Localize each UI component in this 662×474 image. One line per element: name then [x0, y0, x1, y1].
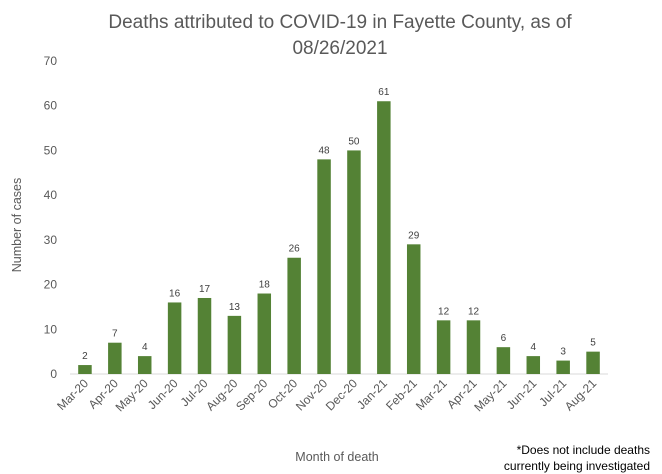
x-tick-label: Aug-21	[562, 376, 599, 413]
x-tick-label: Mar-21	[413, 376, 450, 413]
data-label: 4	[530, 342, 536, 353]
footnote-line-1: *Does not include deaths	[516, 443, 650, 457]
x-tick-label: Jun-20	[145, 376, 181, 412]
bar	[406, 244, 421, 374]
data-label: 12	[468, 306, 480, 317]
data-label: 61	[378, 87, 390, 98]
x-tick-label: Dec-20	[323, 376, 360, 413]
data-label: 17	[199, 284, 211, 295]
y-tick-label: 0	[50, 367, 57, 381]
y-tick-label: 40	[44, 188, 58, 202]
chart-title-line-2: 08/26/2021	[292, 38, 388, 59]
bar	[227, 315, 242, 374]
x-tick-label: Aug-20	[203, 376, 240, 413]
x-tick-label: Mar-20	[54, 376, 91, 413]
bar	[197, 297, 212, 374]
bar	[317, 159, 331, 374]
data-label: 6	[501, 333, 507, 344]
bar	[377, 101, 391, 374]
x-tick-label: May-21	[471, 376, 509, 414]
y-tick-label: 20	[44, 278, 58, 292]
x-tick-label: Sep-20	[233, 376, 270, 413]
y-axis-label: Number of cases	[10, 177, 24, 273]
bar	[108, 342, 122, 374]
bar	[436, 320, 451, 374]
footnote-line-2: currently being investigated	[503, 459, 650, 473]
bar	[586, 351, 600, 374]
data-label: 26	[289, 244, 301, 255]
bar	[496, 347, 511, 374]
data-label: 5	[590, 338, 596, 349]
chart-title-line-1: Deaths attributed to COVID-19 in Fayette…	[108, 12, 572, 33]
y-tick-label: 70	[44, 54, 58, 68]
x-tick-label: May-20	[113, 376, 151, 414]
bar	[556, 360, 570, 374]
bar	[526, 356, 541, 374]
x-axis-label: Month of death	[295, 450, 379, 464]
data-label: 3	[560, 347, 566, 358]
y-tick-label: 60	[44, 99, 58, 113]
x-tick-label: Nov-20	[293, 376, 330, 413]
data-label: 16	[169, 288, 181, 299]
y-tick-label: 50	[44, 143, 58, 157]
data-label: 4	[142, 342, 148, 353]
data-label: 48	[318, 145, 330, 156]
bar	[78, 365, 92, 374]
x-tick-label: Feb-21	[383, 376, 420, 413]
bar	[137, 356, 152, 374]
x-tick-label: Jan-21	[354, 376, 390, 412]
data-label: 18	[259, 280, 271, 291]
data-label: 2	[82, 351, 88, 362]
data-label: 7	[112, 329, 118, 340]
data-label: 50	[348, 136, 360, 147]
bar	[287, 257, 301, 374]
bar	[167, 302, 182, 374]
x-tick-label: Jun-21	[504, 376, 540, 412]
bar	[466, 320, 481, 374]
bar	[347, 150, 361, 374]
y-tick-label: 30	[44, 233, 58, 247]
data-label: 13	[229, 302, 241, 313]
bar	[257, 293, 272, 374]
y-tick-label: 10	[44, 322, 58, 336]
data-label: 12	[438, 306, 450, 317]
data-label: 29	[408, 230, 420, 241]
footnote: *Does not include deaths currently being…	[504, 442, 650, 474]
